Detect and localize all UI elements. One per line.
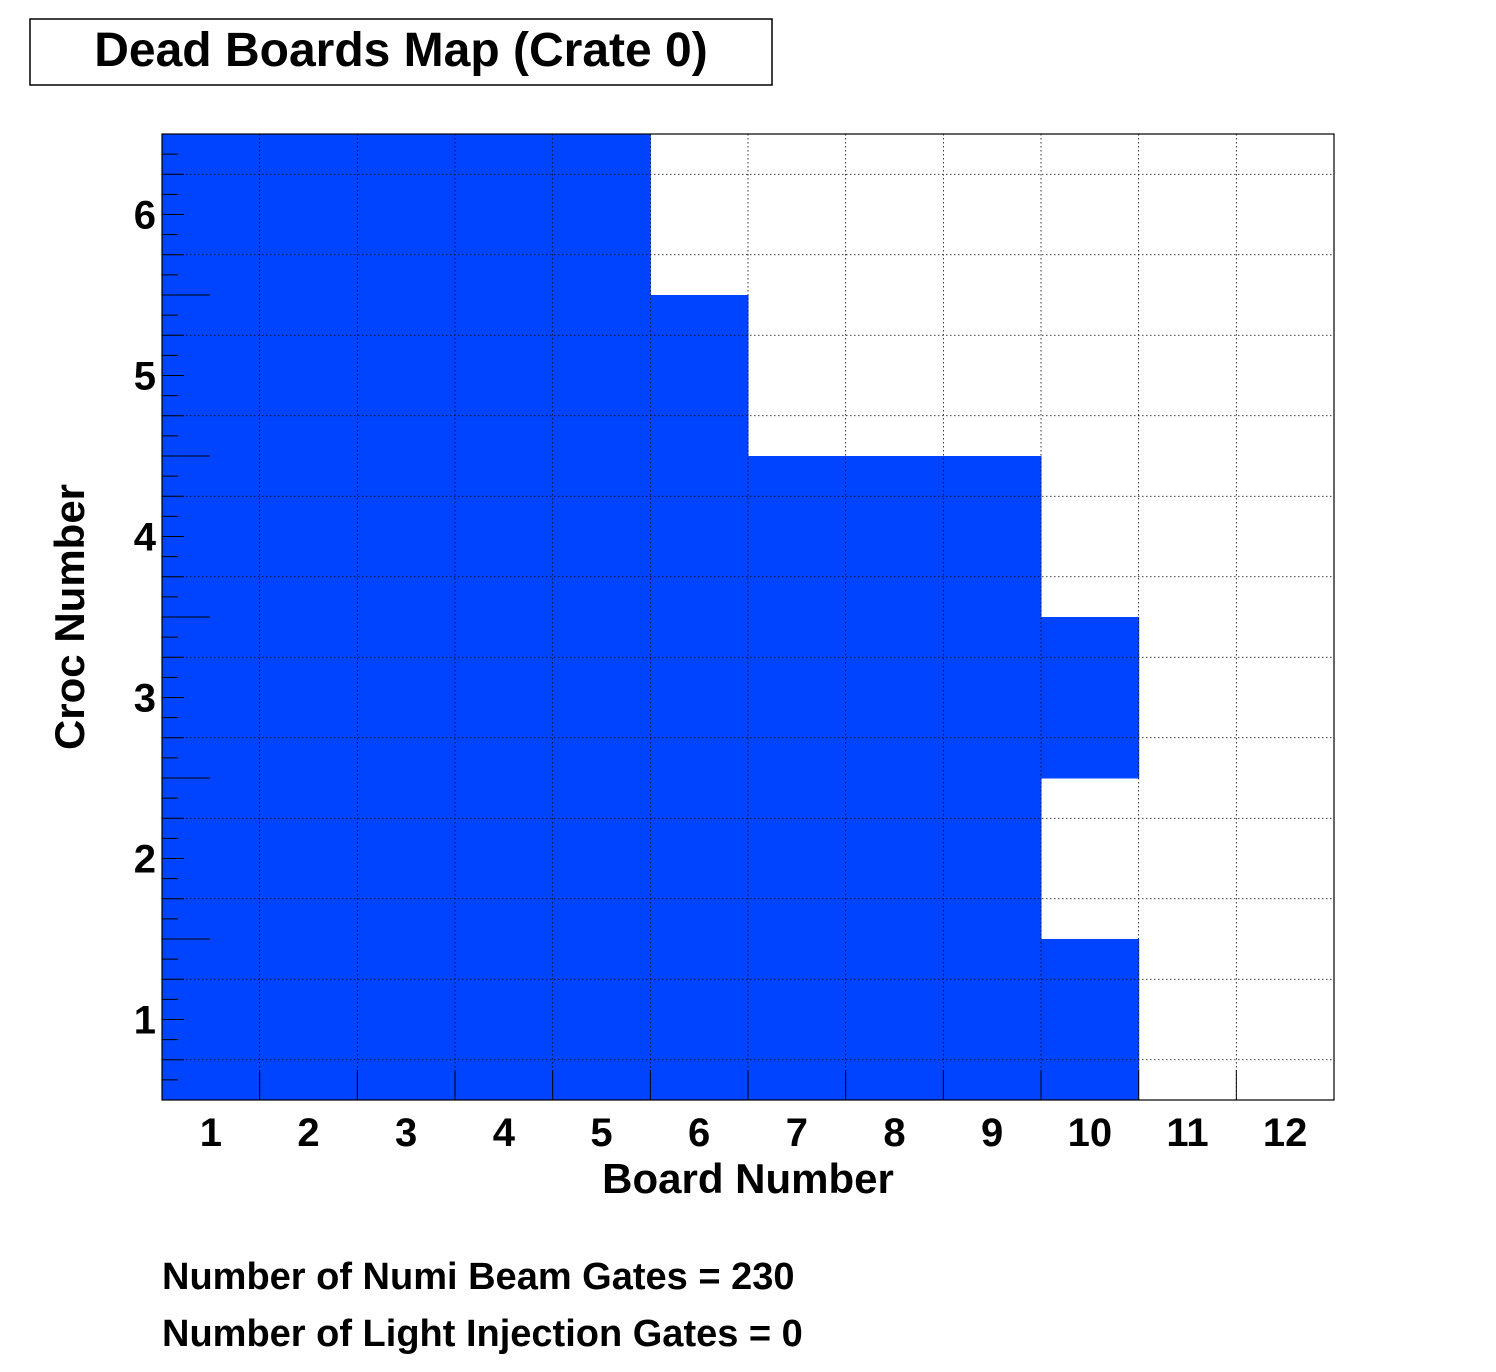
dead-board-cell: [552, 939, 651, 1101]
dead-board-cell: [748, 456, 847, 618]
dead-board-cell: [455, 939, 554, 1101]
x-tick-label: 12: [1263, 1111, 1308, 1155]
x-tick-label: 1: [200, 1111, 222, 1155]
dead-board-cell: [552, 778, 651, 940]
y-tick-labels: 1 2 3 4 5 6: [134, 194, 157, 1043]
dead-board-cell: [259, 617, 358, 779]
dead-board-cell: [455, 295, 554, 457]
dead-board-cell: [748, 617, 847, 779]
dead-board-cell: [357, 295, 456, 457]
y-tick-label: 4: [134, 516, 157, 560]
dead-board-cell: [357, 617, 456, 779]
dead-board-cell: [455, 456, 554, 618]
dead-board-cell: [259, 134, 358, 296]
y-tick-label: 6: [134, 194, 156, 238]
dead-board-cell: [357, 939, 456, 1101]
dead-board-cell: [357, 778, 456, 940]
dead-board-cell: [845, 617, 944, 779]
x-tick-label: 8: [883, 1111, 905, 1155]
axis-ticks: [162, 133, 1237, 1101]
dead-board-cell: [1041, 617, 1140, 779]
dead-board-cell: [650, 456, 749, 618]
dead-board-cell: [259, 778, 358, 940]
y-axis-title: Croc Number: [46, 484, 93, 750]
x-tick-label: 3: [395, 1111, 417, 1155]
dead-board-cell: [357, 134, 456, 296]
dead-board-cell: [552, 617, 651, 779]
dead-board-cell: [943, 456, 1042, 618]
plot-frame: [161, 133, 1335, 1101]
x-tick-label: 5: [590, 1111, 612, 1155]
dead-board-cell: [748, 939, 847, 1101]
dead-board-cell: [650, 295, 749, 457]
y-tick-label: 5: [134, 355, 156, 399]
dead-board-cell: [552, 134, 651, 296]
x-tick-label: 7: [786, 1111, 808, 1155]
dead-board-cell: [748, 778, 847, 940]
dead-board-cell: [357, 456, 456, 618]
dead-board-cell: [650, 617, 749, 779]
dead-board-cell: [1041, 939, 1140, 1101]
dead-board-cell: [943, 939, 1042, 1101]
y-tick-label: 1: [134, 999, 156, 1043]
x-tick-labels: 1 2 3 4 5 6 7 8 9 10 11 12: [200, 1111, 1308, 1155]
x-axis-title: Board Number: [602, 1155, 894, 1202]
x-tick-label: 9: [981, 1111, 1003, 1155]
chart-title: Dead Boards Map (Crate 0): [94, 24, 707, 77]
x-tick-label: 11: [1166, 1111, 1208, 1155]
dead-board-cell: [455, 134, 554, 296]
beam-gates-text: Number of Numi Beam Gates = 230: [162, 1256, 795, 1298]
dead-board-cell: [259, 295, 358, 457]
x-tick-label: 2: [297, 1111, 319, 1155]
dead-board-cell: [455, 778, 554, 940]
dead-board-cell: [259, 939, 358, 1101]
dead-board-cell: [552, 295, 651, 457]
dead-board-cell: [455, 617, 554, 779]
x-tick-label: 6: [688, 1111, 710, 1155]
light-injection-gates-text: Number of Light Injection Gates = 0: [162, 1313, 803, 1355]
dead-board-cell: [845, 939, 944, 1101]
dead-board-cell: [943, 617, 1042, 779]
dead-board-cell: [259, 456, 358, 618]
dead-board-cell: [552, 456, 651, 618]
grid-lines: [162, 134, 1334, 1100]
dead-board-cell: [943, 778, 1042, 940]
dead-board-cell: [845, 456, 944, 618]
x-tick-label: 10: [1068, 1111, 1113, 1155]
x-tick-label: 4: [493, 1111, 516, 1155]
dead-board-cell: [650, 778, 749, 940]
dead-board-cell: [845, 778, 944, 940]
y-tick-label: 2: [134, 838, 156, 882]
heatmap-cells: [162, 134, 1140, 1101]
title-box: [29, 18, 773, 86]
dead-board-cell: [650, 939, 749, 1101]
y-tick-label: 3: [134, 677, 156, 721]
